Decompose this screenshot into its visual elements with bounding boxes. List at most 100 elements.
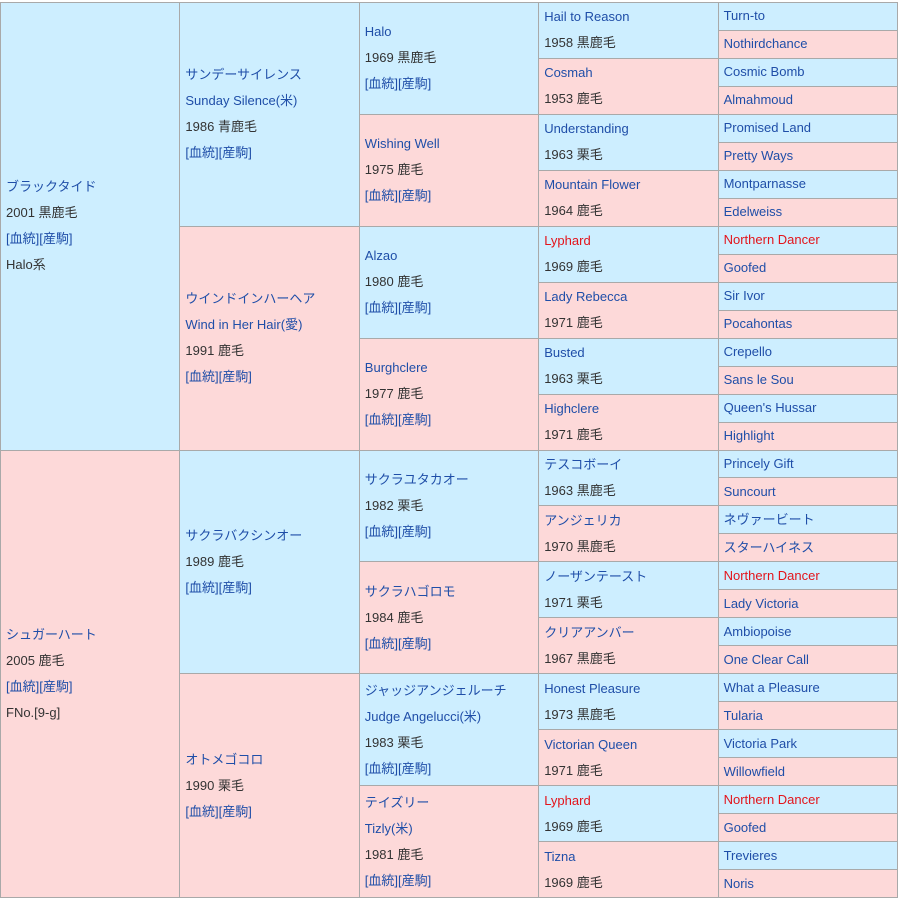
horse-name[interactable]: Noris [723, 875, 754, 891]
horse-name[interactable]: ジャッジアンジェルーチ [364, 682, 507, 698]
horse-name[interactable]: ブラックタイド [6, 179, 97, 195]
horse-name[interactable]: Cosmic Bomb [723, 64, 805, 80]
horse-name[interactable]: Turn-to [723, 8, 766, 24]
link[interactable]: [産駒] [218, 145, 252, 161]
link[interactable]: [産駒] [398, 872, 432, 888]
horse-name[interactable]: Lyphard [544, 233, 591, 249]
link[interactable]: [血統] [364, 760, 399, 776]
horse-name[interactable]: スターハイネス [723, 539, 815, 555]
horse-name[interactable]: Burghclere [364, 360, 428, 376]
link[interactable]: [血統] [364, 635, 399, 651]
horse-name-en[interactable]: Judge Angelucci(米) [364, 708, 482, 724]
horse-name[interactable]: シュガーハート [6, 626, 97, 642]
link[interactable]: [産駒] [218, 579, 252, 595]
horse-name[interactable]: Promised Land [723, 120, 812, 136]
horse-name[interactable]: Pretty Ways [723, 148, 794, 164]
horse-name[interactable]: Tizna [544, 848, 576, 864]
horse-name[interactable]: One Clear Call [723, 651, 809, 667]
line: 1953 鹿毛 [544, 86, 712, 112]
horse-name[interactable]: テイズリー [364, 794, 430, 810]
horse-name[interactable]: Honest Pleasure [544, 680, 641, 696]
coat-color: 鹿毛 [576, 874, 603, 890]
horse-name[interactable]: Goofed [723, 819, 767, 835]
horse-name[interactable]: ノーザンテースト [544, 568, 648, 584]
link[interactable]: [血統] [364, 872, 399, 888]
horse-name[interactable]: Cosmah [544, 65, 593, 81]
link[interactable]: [産駒] [398, 412, 432, 428]
link[interactable]: [産駒] [39, 231, 73, 247]
link[interactable]: [産駒] [398, 300, 432, 316]
link[interactable]: [血統] [364, 300, 399, 316]
link[interactable]: [血統] [364, 412, 399, 428]
horse-name[interactable]: オトメゴコロ [185, 751, 264, 767]
horse-name[interactable]: アンジェリカ [544, 512, 622, 528]
horse-name[interactable]: Mountain Flower [544, 177, 641, 193]
horse-name[interactable]: Understanding [544, 121, 629, 137]
horse-name[interactable]: Northern Dancer [723, 791, 820, 807]
line: Highclere [544, 396, 712, 422]
line: [血統][産駒] [365, 631, 533, 657]
horse-name[interactable]: Halo [364, 24, 392, 40]
link[interactable]: [血統] [6, 231, 40, 247]
horse-name-en[interactable]: Wind in Her Hair(愛) [185, 317, 303, 333]
link[interactable]: [産駒] [398, 523, 432, 539]
link[interactable]: [産駒] [398, 635, 432, 651]
horse-name[interactable]: Sans le Sou [723, 372, 794, 388]
link[interactable]: [血統] [185, 579, 219, 595]
horse-name[interactable]: クリアアンバー [544, 624, 635, 640]
horse-name[interactable]: ネヴァービート [723, 511, 815, 527]
horse-name[interactable]: Princely Gift [723, 455, 794, 471]
horse-name[interactable]: サンデーサイレンス [185, 67, 302, 83]
horse-name-en[interactable]: Tizly(米) [364, 820, 413, 836]
horse-name[interactable]: テスコボーイ [544, 456, 623, 472]
horse-name[interactable]: Pocahontas [723, 316, 793, 332]
link[interactable]: [血統] [364, 188, 399, 204]
horse-name[interactable]: What a Pleasure [723, 679, 820, 695]
horse-name[interactable]: サクラハゴロモ [364, 583, 456, 599]
link[interactable]: [血統] [185, 145, 219, 161]
link[interactable]: [産駒] [218, 369, 252, 385]
horse-name[interactable]: Queen's Hussar [723, 400, 817, 416]
horse-name[interactable]: Tularia [723, 707, 763, 723]
horse-name[interactable]: サクラユタカオー [364, 471, 469, 487]
birth-year: 1980 [364, 274, 394, 290]
horse-name[interactable]: Ambiopoise [723, 623, 792, 639]
horse-name[interactable]: Hail to Reason [544, 9, 630, 25]
horse-name[interactable]: Alzao [364, 248, 398, 264]
link[interactable]: [血統] [185, 369, 219, 385]
horse-name[interactable]: Lady Rebecca [544, 289, 628, 305]
horse-name[interactable]: Trevieres [723, 847, 778, 863]
horse-name[interactable]: Sir Ivor [723, 288, 765, 304]
link[interactable]: [血統] [364, 523, 399, 539]
horse-name[interactable]: Northern Dancer [723, 567, 820, 583]
link[interactable]: [産駒] [398, 188, 432, 204]
horse-name[interactable]: Almahmoud [723, 92, 793, 108]
link[interactable]: [産駒] [398, 76, 432, 92]
horse-name[interactable]: Victorian Queen [544, 736, 638, 752]
link[interactable]: [産駒] [398, 760, 432, 776]
link[interactable]: [産駒] [218, 803, 252, 819]
link[interactable]: [血統] [364, 76, 399, 92]
link[interactable]: [血統] [185, 803, 219, 819]
horse-name[interactable]: ウインドインハーヘア [185, 291, 316, 307]
horse-name[interactable]: Goofed [723, 260, 767, 276]
horse-name[interactable]: Busted [544, 345, 585, 361]
horse-name[interactable]: Northern Dancer [723, 232, 820, 248]
horse-name[interactable]: Crepello [723, 344, 773, 360]
horse-name[interactable]: Suncourt [723, 483, 776, 499]
horse-name[interactable]: Highclere [544, 401, 600, 417]
horse-name[interactable]: Nothirdchance [723, 36, 808, 52]
horse-name[interactable]: Edelweiss [723, 204, 783, 220]
horse-name[interactable]: Montparnasse [723, 176, 806, 192]
link[interactable]: [血統] [6, 678, 40, 694]
horse-name[interactable]: Willowfield [723, 763, 785, 779]
horse-name[interactable]: Victoria Park [723, 735, 798, 751]
horse-name[interactable]: Lady Victoria [723, 595, 799, 611]
horse-name[interactable]: Lyphard [544, 792, 591, 808]
horse-name[interactable]: サクラバクシンオー [185, 527, 303, 543]
horse-name[interactable]: Wishing Well [364, 136, 440, 152]
horse-name-en[interactable]: Sunday Silence(米) [185, 93, 298, 109]
line: Cosmic Bomb [724, 59, 892, 85]
link[interactable]: [産駒] [39, 678, 73, 694]
horse-name[interactable]: Highlight [723, 428, 775, 444]
